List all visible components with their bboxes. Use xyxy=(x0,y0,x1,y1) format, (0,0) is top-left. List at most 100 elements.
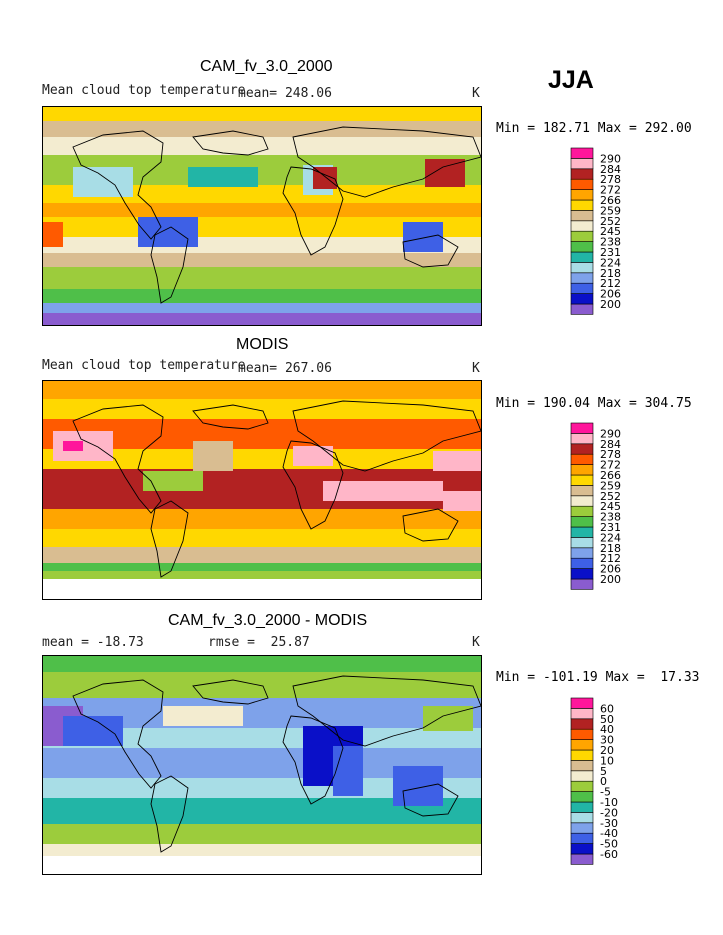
contour-region xyxy=(43,289,481,303)
colorbar-label: -50 xyxy=(600,838,618,851)
contour-region xyxy=(43,579,481,599)
colorbar-label: 218 xyxy=(600,542,621,555)
colorbar-box xyxy=(570,728,594,740)
contour-region xyxy=(73,167,133,197)
contour-region xyxy=(43,399,481,419)
colorbar-label: 50 xyxy=(600,713,614,726)
colorbar-label: 206 xyxy=(600,563,621,576)
contour-region xyxy=(193,441,233,471)
colorbar-label: -60 xyxy=(600,848,618,861)
colorbar-label: 5 xyxy=(600,765,607,778)
panel-2-title: MODIS xyxy=(236,336,289,353)
contour-region xyxy=(138,217,198,247)
colorbar-box xyxy=(570,210,594,222)
contour-region xyxy=(188,167,258,187)
colorbar-box xyxy=(570,780,594,792)
panel-3-minmax: Min = -101.19 Max = 17.33 xyxy=(496,670,700,685)
colorbar-label: 290 xyxy=(600,427,621,440)
colorbar-label: 284 xyxy=(600,438,621,451)
colorbar-box xyxy=(570,474,594,486)
panel-1-colorbar: 290 284 278 272 266 259 252 245 238 231 224 218 212 2… xyxy=(570,147,640,328)
contour-region xyxy=(293,446,333,466)
colorbar-label: 200 xyxy=(600,573,621,586)
colorbar-label: 238 xyxy=(600,511,621,524)
colorbar-label: 40 xyxy=(600,723,614,736)
colorbar-box xyxy=(570,708,594,720)
colorbar-box xyxy=(570,422,594,434)
colorbar-box xyxy=(570,739,594,751)
colorbar-label: 272 xyxy=(600,184,621,197)
colorbar-box xyxy=(570,526,594,538)
colorbar-box xyxy=(570,199,594,211)
panel-2-units: K xyxy=(472,361,480,376)
panel-3-map xyxy=(42,655,482,875)
colorbar-label: -40 xyxy=(600,827,618,840)
colorbar-box xyxy=(570,220,594,232)
colorbar-label: 212 xyxy=(600,552,621,565)
colorbar-label: 259 xyxy=(600,479,621,492)
colorbar-box xyxy=(570,812,594,824)
colorbar-label: 206 xyxy=(600,288,621,301)
panel-2-map xyxy=(42,380,482,600)
colorbar-box xyxy=(570,801,594,813)
colorbar-label: 245 xyxy=(600,225,621,238)
contour-region xyxy=(43,107,481,121)
colorbar-box xyxy=(570,262,594,274)
coastline xyxy=(402,508,459,542)
colorbar-label: 212 xyxy=(600,277,621,290)
panel-1-mean: mean= 248.06 xyxy=(238,86,332,101)
panel-3-map-plot xyxy=(43,656,481,874)
contour-region xyxy=(43,728,481,748)
colorbar-box xyxy=(570,464,594,476)
panel-2-mean: mean= 267.06 xyxy=(238,361,332,376)
colorbar-box xyxy=(570,505,594,517)
colorbar-box xyxy=(570,547,594,559)
colorbar-box xyxy=(570,516,594,528)
colorbar-label: 224 xyxy=(600,256,621,269)
contour-region xyxy=(43,419,481,449)
contour-region xyxy=(323,481,443,501)
contour-region xyxy=(43,267,481,289)
coastline xyxy=(150,500,189,578)
contour-region xyxy=(43,303,481,313)
colorbar-label: 60 xyxy=(600,702,614,715)
colorbar-box xyxy=(570,485,594,497)
colorbar-box xyxy=(570,178,594,190)
panel-2-map-plot xyxy=(43,381,481,599)
contour-region xyxy=(43,824,481,844)
colorbar-box xyxy=(570,241,594,253)
colorbar-box xyxy=(570,770,594,782)
contour-region xyxy=(443,491,481,511)
colorbar-label: 231 xyxy=(600,246,621,259)
contour-region xyxy=(393,766,443,806)
contour-region xyxy=(43,778,481,798)
contour-region xyxy=(425,159,465,187)
contour-region xyxy=(43,222,63,247)
contour-region xyxy=(433,451,481,471)
contour-region xyxy=(63,716,123,746)
contour-region xyxy=(43,571,481,579)
coastline xyxy=(192,679,269,705)
panel-1-left-label: Mean cloud top temperature xyxy=(42,83,246,98)
panel-2-colorbar: 290 284 278 272 266 259 252 245 238 231 224 218 212 2… xyxy=(570,422,640,603)
colorbar-box xyxy=(570,537,594,549)
coastline xyxy=(72,130,164,240)
colorbar-box xyxy=(570,147,594,159)
colorbar-box xyxy=(570,822,594,834)
colorbar-label: 259 xyxy=(600,204,621,217)
colorbar-box xyxy=(570,760,594,772)
coastline xyxy=(192,130,269,156)
colorbar-label: 266 xyxy=(600,194,621,207)
colorbar-label: 238 xyxy=(600,236,621,249)
colorbar-box xyxy=(570,843,594,855)
colorbar-label: -30 xyxy=(600,817,618,830)
colorbar-label: 0 xyxy=(600,775,607,788)
colorbar-box xyxy=(570,697,594,709)
contour-region xyxy=(43,449,481,469)
contour-region xyxy=(43,656,481,672)
colorbar-box xyxy=(570,189,594,201)
panel-1-title: CAM_fv_3.0_2000 xyxy=(200,58,333,75)
contour-region xyxy=(43,203,481,217)
panel-2-minmax: Min = 190.04 Max = 304.75 xyxy=(496,396,692,411)
colorbar-label: 272 xyxy=(600,459,621,472)
